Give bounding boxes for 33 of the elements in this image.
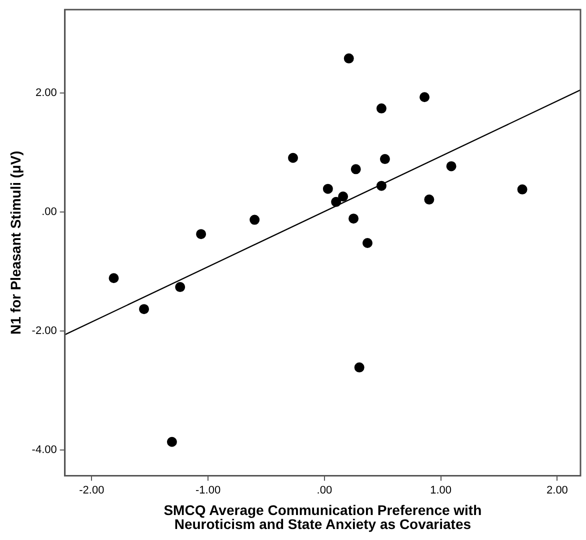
x-tick-label: 2.00 bbox=[546, 484, 568, 496]
point bbox=[376, 103, 386, 114]
point bbox=[322, 184, 333, 194]
y-tick-label: -4.00 bbox=[32, 444, 57, 456]
x-tick-label: -2.00 bbox=[79, 484, 104, 496]
point bbox=[139, 304, 150, 314]
point bbox=[288, 152, 298, 163]
point bbox=[166, 436, 177, 447]
point bbox=[338, 192, 348, 202]
x-tick-label: 1.00 bbox=[430, 484, 452, 496]
point bbox=[380, 154, 390, 164]
point bbox=[362, 238, 372, 248]
point bbox=[420, 92, 430, 102]
point bbox=[446, 161, 456, 172]
point bbox=[196, 229, 206, 240]
y-tick-label: -2.00 bbox=[32, 325, 57, 338]
x-tick-label: -1.00 bbox=[196, 484, 221, 496]
point bbox=[331, 196, 342, 207]
point bbox=[250, 214, 260, 225]
point bbox=[350, 164, 361, 174]
point bbox=[376, 180, 386, 191]
point bbox=[175, 282, 186, 292]
point bbox=[517, 184, 528, 194]
point bbox=[348, 214, 359, 224]
point bbox=[354, 362, 364, 372]
point bbox=[344, 53, 354, 64]
x-axis-title: SMCQ Average Communication Preference with Neuroticism and State Anxiety as Covariates bbox=[164, 502, 482, 532]
point bbox=[108, 273, 119, 284]
x-tick-label: .00 bbox=[316, 484, 332, 496]
y-tick-label: .00 bbox=[42, 206, 57, 218]
point bbox=[424, 194, 434, 205]
y-tick-label: 2.00 bbox=[35, 86, 57, 99]
y-axis-title: N1 for Pleasant Stimuli (μV) bbox=[7, 150, 24, 335]
